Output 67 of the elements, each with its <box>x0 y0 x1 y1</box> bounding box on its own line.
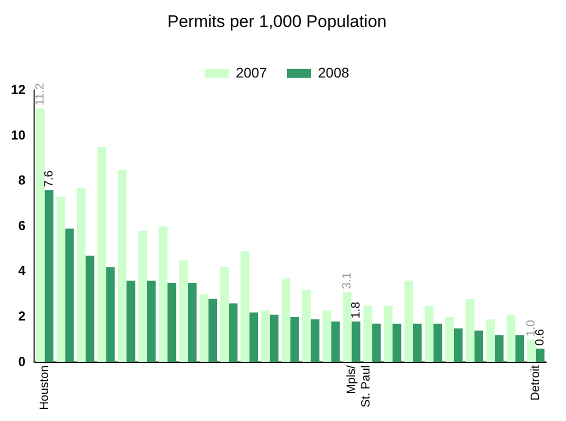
y-tick-label: 6 <box>18 218 26 233</box>
bar <box>454 328 463 362</box>
bar <box>466 298 474 362</box>
bar <box>445 316 454 362</box>
bar <box>363 306 372 362</box>
y-tick-label: 0 <box>18 354 26 369</box>
data-label: 1.8 <box>348 302 362 319</box>
bar <box>270 314 278 362</box>
bar <box>228 303 238 362</box>
legend-label: 2007 <box>236 64 268 80</box>
bar <box>86 256 94 362</box>
data-label: 7.6 <box>41 170 56 188</box>
bar <box>106 267 115 362</box>
bar <box>76 188 86 362</box>
bar <box>36 108 45 362</box>
data-label: 3.1 <box>340 272 354 290</box>
x-tick-label: Mpls/ St. Paul <box>344 364 372 408</box>
bar <box>486 319 495 362</box>
bar <box>515 335 524 362</box>
bar <box>322 310 332 362</box>
bar <box>433 324 442 362</box>
y-tick-label: 10 <box>10 127 26 142</box>
bar <box>56 196 66 362</box>
bar <box>527 340 536 362</box>
bar <box>384 306 393 362</box>
bar <box>352 322 360 362</box>
bar <box>536 348 544 362</box>
bar <box>290 316 299 362</box>
bar <box>372 324 381 362</box>
bar <box>302 290 311 362</box>
bar <box>179 260 188 362</box>
bar <box>249 312 258 362</box>
bar <box>138 230 147 362</box>
bar <box>126 280 136 362</box>
data-label: 11.2 <box>32 82 47 106</box>
bar <box>208 298 218 362</box>
x-tick-label: Houston <box>37 365 52 410</box>
bar <box>65 228 74 362</box>
x-tick-label: Detroit <box>528 364 542 401</box>
bar <box>424 306 434 362</box>
bar <box>220 267 229 362</box>
bar <box>97 147 106 362</box>
bar <box>118 170 127 362</box>
bar <box>147 280 156 362</box>
y-tick-label: 2 <box>18 308 26 324</box>
bar <box>261 310 270 362</box>
bar <box>188 283 197 362</box>
bar <box>392 324 402 362</box>
bar <box>413 324 422 362</box>
bar <box>282 278 290 362</box>
y-tick-label: 8 <box>18 172 26 188</box>
chart-title: Permits per 1,000 Population <box>167 12 387 31</box>
bar <box>200 294 208 362</box>
bar <box>494 335 504 362</box>
y-tick-label: 4 <box>18 263 26 278</box>
bar <box>44 190 54 362</box>
legend-label: 2008 <box>318 64 350 80</box>
bar <box>404 280 413 362</box>
bar <box>158 226 168 362</box>
bar <box>342 292 352 362</box>
y-tick-label: 12 <box>10 82 26 97</box>
bar <box>167 283 176 362</box>
bar <box>474 330 484 362</box>
bar <box>331 322 340 362</box>
bar <box>240 251 250 362</box>
bar <box>310 319 320 362</box>
bar <box>506 314 516 362</box>
